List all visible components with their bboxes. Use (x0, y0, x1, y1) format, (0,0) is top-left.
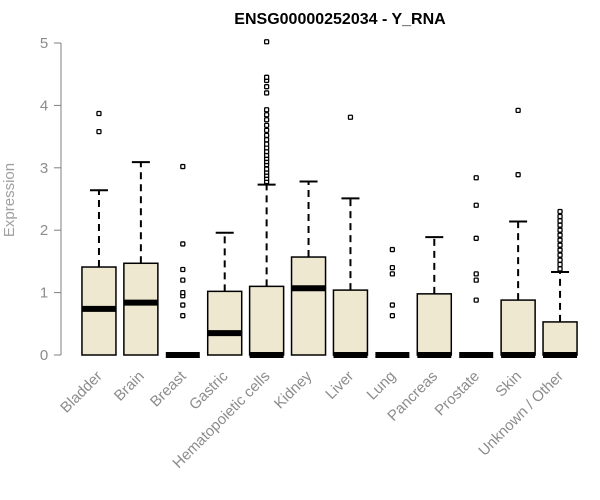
outlier-point (263, 122, 270, 129)
outlier-point (263, 107, 270, 113)
x-tick-label: Bladder (57, 368, 106, 417)
x-tick-label: Lung (364, 368, 400, 404)
outlier-point (557, 257, 563, 263)
outlier-point (557, 247, 563, 253)
outlier-point (180, 241, 186, 247)
outlier-point (557, 261, 563, 268)
outlier-point (263, 90, 270, 96)
x-tick-label: Breast (147, 367, 190, 410)
box (500, 299, 536, 356)
y-tick-label: 4 (40, 97, 48, 114)
box (416, 293, 453, 356)
outlier-point (180, 277, 186, 283)
box (542, 321, 578, 356)
outlier-point (557, 222, 563, 228)
x-tick-label: Skin (492, 368, 525, 401)
y-tick-label: 5 (40, 35, 48, 52)
outlier-point (515, 107, 521, 114)
outlier-point (557, 218, 563, 224)
outlier-point (180, 313, 186, 319)
outlier-point (263, 84, 270, 90)
outlier-point (96, 128, 102, 135)
outlier-point (557, 242, 563, 248)
y-tick-label: 0 (40, 347, 48, 364)
outlier-point (389, 313, 396, 319)
outlier-point (557, 252, 563, 258)
y-tick-label: 1 (40, 285, 48, 302)
box (332, 289, 369, 356)
outlier-point (263, 166, 270, 172)
outlier-point (263, 141, 270, 147)
outlier-point (473, 271, 479, 277)
x-tick-label: Liver (322, 368, 357, 403)
x-tick-label: Kidney (271, 367, 316, 412)
outlier-point (473, 202, 479, 208)
outlier-point (263, 39, 270, 45)
outlier-point (389, 271, 396, 277)
outlier-point (180, 163, 186, 170)
y-axis-label: Expression (1, 163, 18, 237)
outlier-point (557, 232, 563, 238)
x-tick-label: Prostate (432, 368, 484, 420)
outlier-point (473, 235, 479, 241)
outlier-point (473, 297, 479, 303)
outlier-point (515, 172, 521, 178)
outlier-point (389, 302, 396, 308)
x-tick-label: Brain (111, 368, 148, 405)
outlier-point (263, 137, 270, 143)
box (206, 290, 243, 356)
box (248, 285, 285, 356)
outlier-point (263, 117, 270, 123)
outlier-point (389, 264, 396, 271)
outlier-point (263, 132, 270, 139)
box (290, 256, 327, 356)
outlier-point (389, 246, 396, 253)
outlier-point (347, 114, 354, 120)
outlier-point (180, 302, 186, 308)
outlier-point (263, 112, 270, 118)
outlier-point (180, 266, 186, 273)
outlier-point (96, 110, 102, 117)
outlier-point (473, 277, 479, 283)
outlier-point (263, 127, 270, 134)
outlier-point (263, 74, 270, 80)
chart-title: ENSG00000252034 - Y_RNA (234, 11, 446, 28)
outlier-point (557, 208, 563, 215)
y-tick-label: 3 (40, 160, 48, 177)
outlier-point (557, 227, 563, 233)
outlier-point (473, 175, 479, 181)
outlier-point (180, 289, 186, 296)
outlier-point (557, 213, 563, 220)
outlier-point (557, 237, 563, 243)
box (123, 262, 159, 356)
y-tick-label: 2 (40, 222, 48, 239)
outlier-point (557, 266, 563, 272)
